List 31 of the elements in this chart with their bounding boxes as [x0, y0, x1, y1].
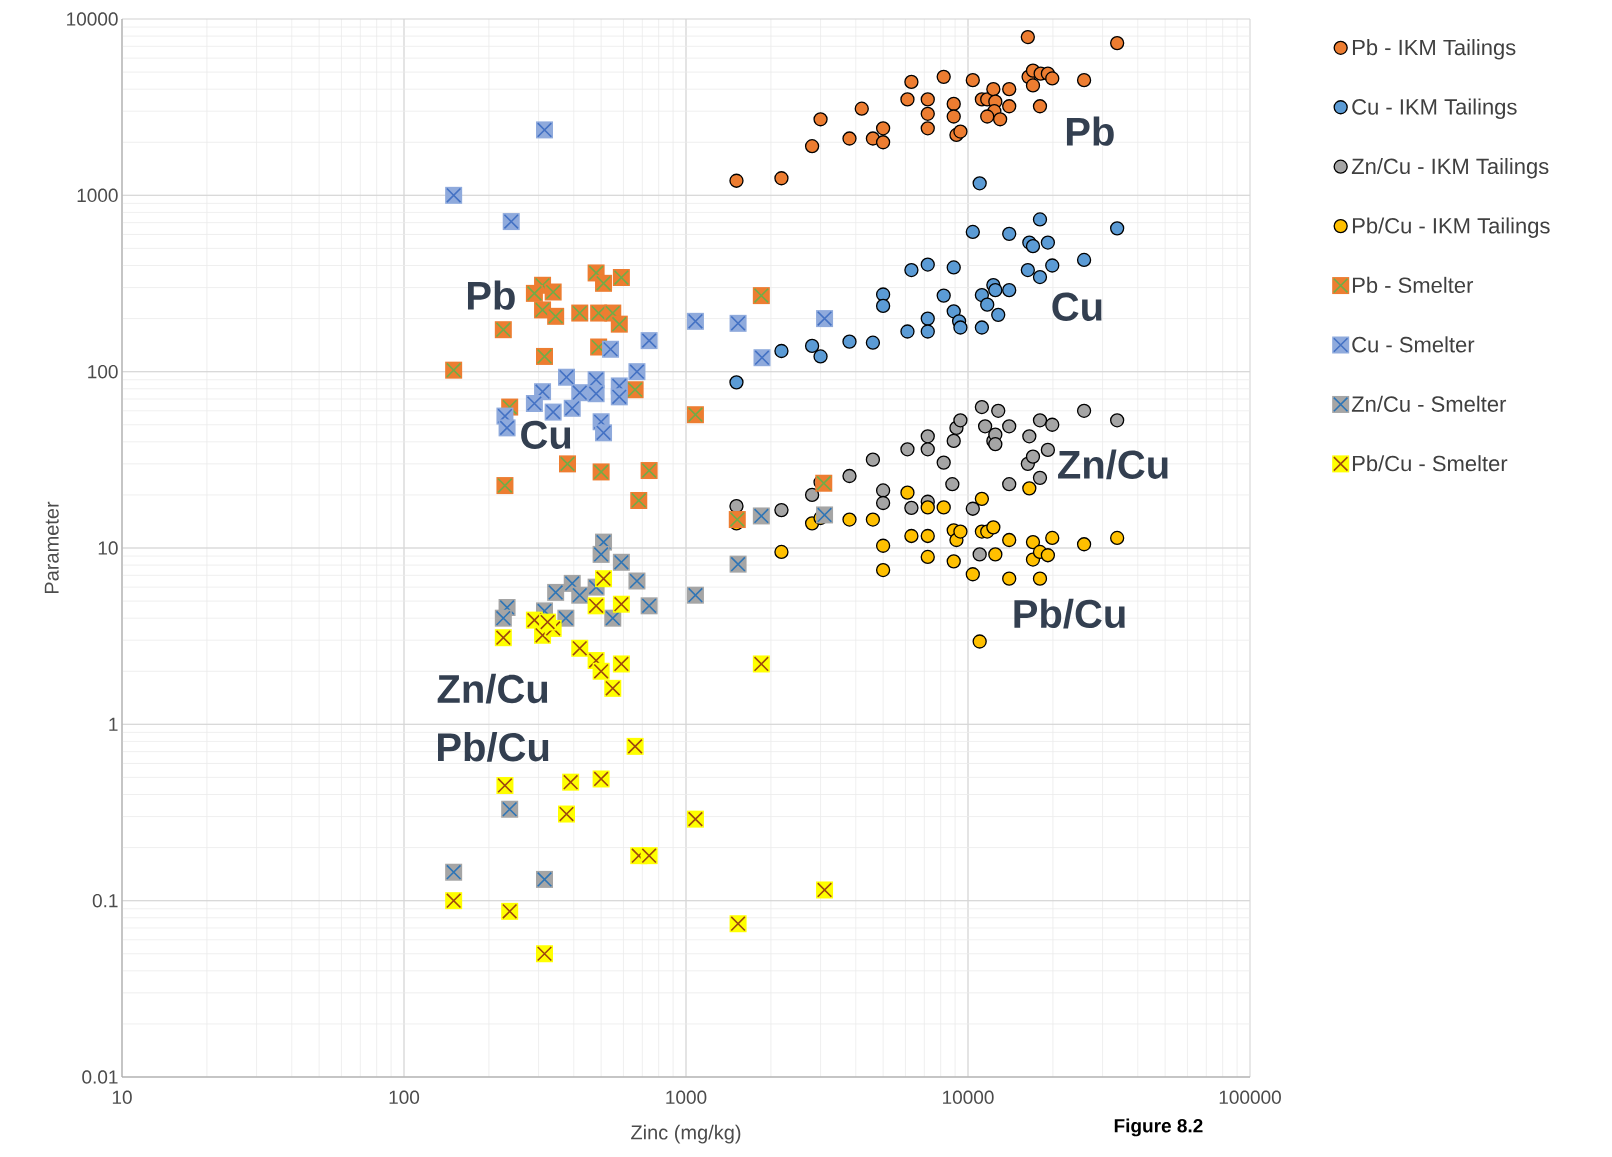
legend-label: Cu - Smelter	[1352, 336, 1475, 353]
caption: Figure 8.2	[1114, 1118, 1203, 1137]
annotation: Pb/Cu	[1014, 598, 1125, 629]
annotation: Pb	[1066, 116, 1114, 146]
x-tick-label: 100	[389, 1090, 420, 1104]
y-tick-label: 0.01	[82, 1070, 118, 1084]
y-tick-label: 100	[88, 364, 118, 379]
x-tick-label: 1000	[666, 1090, 707, 1104]
annotation: Cu	[521, 420, 571, 449]
legend-label: Zn/Cu - IKM Tailings	[1351, 157, 1549, 179]
annotation: Pb/Cu	[438, 732, 549, 762]
y-tick-label: 0.1	[92, 893, 118, 908]
y-tick-label: 10	[98, 541, 118, 555]
annotation: Cu	[1052, 292, 1102, 321]
x-axis-title: Zinc (mg/kg)	[631, 1124, 741, 1144]
y-tick-label: 1000	[77, 188, 118, 203]
x-tick-label: 100000	[1219, 1090, 1281, 1104]
y-axis-title: Parameter	[44, 501, 59, 594]
x-tick-label: 10000	[943, 1090, 994, 1104]
legend-label: Zn/Cu - Smelter	[1351, 395, 1507, 412]
legend-label: Pb - Smelter	[1352, 276, 1474, 293]
legend-label: Pb/Cu - IKM Tailings	[1352, 217, 1550, 238]
annotation: Zn/Cu	[437, 673, 548, 704]
y-tick-label: 10000	[67, 12, 118, 26]
y-tick-label: 1	[109, 717, 118, 731]
annotation: Pb	[467, 280, 515, 310]
legend-label: Pb - IKM Tailings	[1352, 39, 1516, 60]
annotation: Zn/Cu	[1058, 449, 1168, 480]
legend-label: Pb/Cu - Smelter	[1352, 455, 1508, 472]
legend-label: Cu - IKM Tailings	[1352, 98, 1517, 120]
x-tick-label: 10	[112, 1090, 132, 1104]
